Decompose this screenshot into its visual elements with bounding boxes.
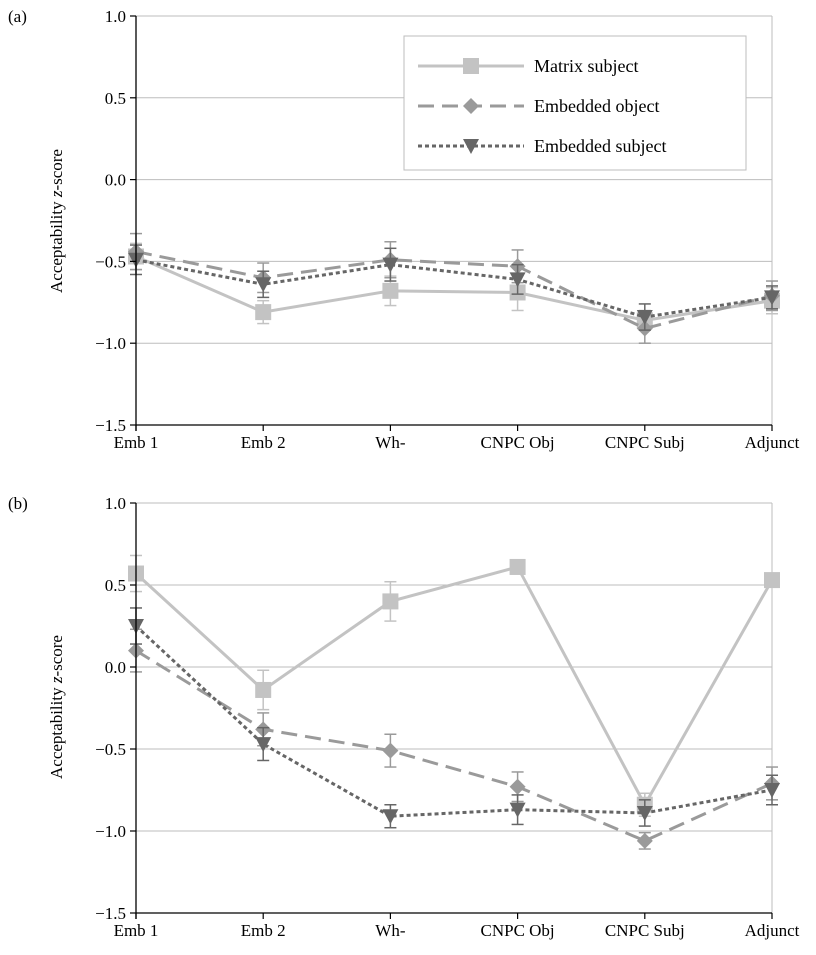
x-tick-label-a: CNPC Subj: [605, 433, 685, 452]
series-line-embedded-subject-a: [135, 258, 773, 319]
y-tick-label-b: −1.0: [95, 822, 126, 841]
y-axis-label-a-pre: Acceptability: [47, 197, 66, 293]
marker-embedded-subject-a: [255, 277, 272, 293]
y-axis-label-a-italic: z: [47, 190, 66, 198]
x-tick-label-a: Wh-: [375, 433, 406, 452]
panel-label-a: (a): [8, 7, 27, 26]
legend-marker-matrix-subject: [463, 58, 479, 74]
series-layer-b: [128, 554, 780, 850]
marker-matrix-subject-a: [382, 282, 399, 299]
marker-matrix-subject-b: [764, 572, 780, 589]
x-tick-label-b: Emb 1: [114, 921, 159, 940]
legend-marker-embedded-subject: [463, 139, 479, 154]
legend-label-embedded-subject: Embedded subject: [534, 136, 666, 156]
y-axis-label-b: Acceptability z-score: [47, 635, 66, 779]
panel-b: (b) Acceptability z-score 1.0 0.5 0.0 −0.5 −…: [8, 494, 800, 940]
panel-label-b: (b): [8, 494, 28, 513]
marker-matrix-subject-b: [509, 558, 526, 575]
marker-matrix-subject-a: [255, 304, 272, 321]
x-tick-label-b: Adjunct: [745, 921, 800, 940]
marker-embedded-object-b: [636, 832, 653, 849]
x-tick-label-a: Adjunct: [745, 433, 800, 452]
marker-embedded-subject-b: [509, 802, 526, 818]
x-tick-label-b: CNPC Obj: [481, 921, 555, 940]
x-tick-label-a: Emb 2: [241, 433, 286, 452]
y-tick-label-a: 0.0: [105, 171, 126, 190]
series-line-embedded-object-a: [135, 250, 773, 331]
marker-embedded-subject-a: [764, 290, 780, 306]
gridlines-b: [136, 502, 773, 913]
marker-embedded-subject-b: [382, 809, 399, 825]
y-tick-label-a: 1.0: [105, 7, 126, 26]
panel-a: (a) Acceptability z-score 1.0 0.5 0.0 −0.5 −…: [8, 7, 800, 452]
y-axis-label-b-pre: Acceptability: [47, 683, 66, 779]
legend-label-embedded-object: Embedded object: [534, 96, 659, 116]
legend: Matrix subject Embedded object Embedded su…: [403, 35, 747, 171]
series-line-matrix-subject-a: [135, 255, 773, 322]
series-embedded-object-a: [128, 232, 780, 344]
series-line-embedded-object-b: [135, 649, 773, 843]
marker-embedded-subject-a: [509, 272, 526, 288]
series-matrix-subject-b: [128, 554, 780, 817]
y-tick-label-b: 1.0: [105, 494, 126, 513]
y-tick-label-b: 0.0: [105, 658, 126, 677]
marker-embedded-subject-a: [382, 257, 399, 273]
marker-embedded-subject-a: [636, 310, 653, 326]
y-tick-label-b: −1.5: [95, 904, 126, 923]
legend-marker-embedded-object: [463, 98, 479, 114]
marker-embedded-object-b: [509, 778, 526, 795]
marker-embedded-subject-b: [255, 737, 272, 753]
x-tick-label-a: Emb 1: [114, 433, 159, 452]
y-tick-label-a: 0.5: [105, 89, 126, 108]
series-line-embedded-subject-b: [134, 624, 773, 818]
legend-label-matrix-subject: Matrix subject: [534, 56, 638, 76]
x-tick-label-b: CNPC Subj: [605, 921, 685, 940]
marker-embedded-subject-b: [636, 805, 653, 821]
marker-matrix-subject-b: [255, 681, 272, 698]
x-tick-label-a: CNPC Obj: [481, 433, 555, 452]
marker-embedded-object-b: [382, 742, 399, 759]
y-axis-label-b-italic: z: [47, 676, 66, 684]
y-tick-label-a: −1.5: [95, 416, 126, 435]
series-line-matrix-subject-b: [134, 565, 774, 808]
x-tick-label-b: Wh-: [375, 921, 406, 940]
y-axis-label-a-post: -score: [47, 149, 66, 191]
y-axis-label-b-post: -score: [47, 635, 66, 677]
series-embedded-subject-b: [128, 607, 780, 829]
y-tick-label-b: 0.5: [105, 576, 126, 595]
y-tick-label-b: −0.5: [95, 740, 126, 759]
x-tick-label-b: Emb 2: [241, 921, 286, 940]
series-layer-a: [128, 232, 780, 344]
legend-box: [403, 35, 747, 171]
y-tick-label-a: −0.5: [95, 252, 126, 271]
marker-matrix-subject-b: [382, 593, 399, 610]
marker-embedded-subject-b: [764, 783, 780, 798]
y-axis-label-a: Acceptability z-score: [47, 149, 66, 293]
series-matrix-subject-a: [128, 242, 780, 331]
y-tick-label-a: −1.0: [95, 334, 126, 353]
